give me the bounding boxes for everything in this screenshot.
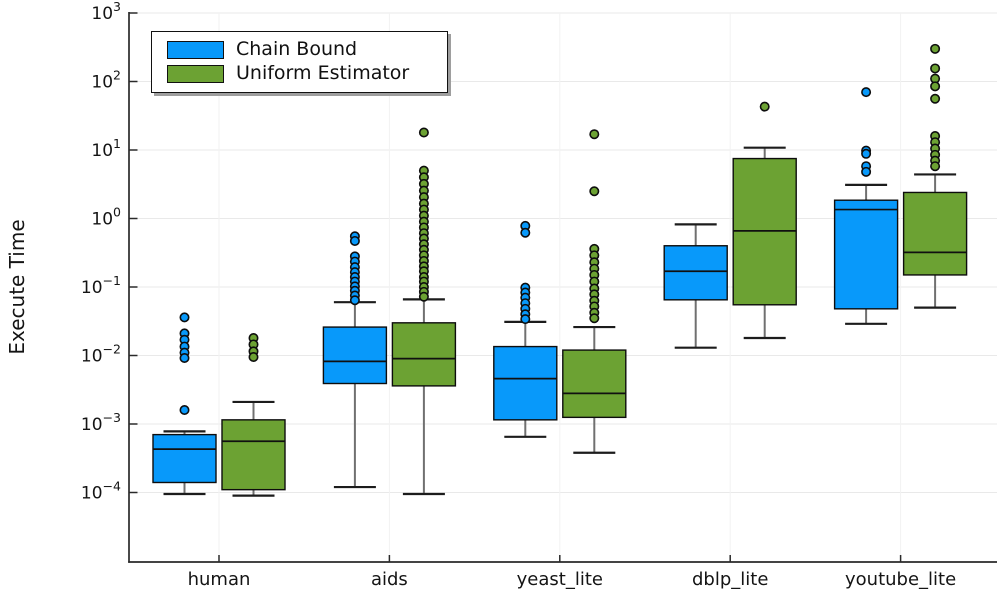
box-rect — [902, 191, 968, 276]
y-tick-label: 10−3 — [81, 410, 121, 435]
box-rect — [833, 199, 899, 310]
outlier-dot — [930, 63, 941, 74]
y-tick-label: 101 — [91, 136, 121, 161]
legend-label-uniform-estimator: Uniform Estimator — [236, 62, 410, 84]
box-group-uniform-estimator-human — [221, 333, 286, 497]
box-group-chain-bound-human — [152, 312, 217, 496]
legend-item-uniform-estimator: Uniform Estimator — [167, 64, 437, 83]
outlier-dot — [520, 314, 531, 325]
y-tick-label: 102 — [91, 68, 121, 93]
box-series-layer — [152, 43, 968, 497]
box-group-uniform-estimator-aids — [391, 127, 457, 496]
box-group-chain-bound-dblp_lite — [663, 223, 728, 349]
box-rect — [221, 419, 286, 491]
y-axis-title: Execute Time — [5, 219, 29, 354]
outlier-dot — [930, 43, 941, 54]
y-tick-label: 10−1 — [81, 273, 121, 298]
box-group-chain-bound-yeast_lite — [493, 220, 558, 438]
outlier-dot — [930, 81, 941, 92]
outlier-dot — [179, 312, 190, 323]
x-tick-label-youtube_lite: youtube_lite — [845, 569, 956, 590]
outlier-dot — [418, 291, 429, 302]
y-tick-label: 103 — [91, 0, 121, 24]
outlier-dot — [930, 93, 941, 104]
box-rect — [391, 322, 457, 387]
outlier-dot — [861, 87, 872, 98]
legend-swatch-chain-bound — [167, 40, 224, 59]
outlier-dot — [248, 352, 259, 363]
outlier-dot — [861, 148, 872, 159]
box-group-chain-bound-youtube_lite — [833, 87, 899, 325]
outlier-dot — [589, 129, 600, 140]
x-tick-label-dblp_lite: dblp_lite — [692, 569, 768, 590]
outlier-dot — [349, 295, 360, 306]
outlier-dot — [520, 227, 531, 238]
outlier-dot — [930, 161, 941, 172]
outlier-dot — [418, 127, 429, 138]
outlier-dot — [589, 313, 600, 324]
outlier-dot — [349, 235, 360, 246]
y-tick-label: 10−2 — [81, 342, 121, 367]
legend: Chain Bound Uniform Estimator — [151, 31, 448, 93]
x-tick-label-aids: aids — [371, 569, 408, 590]
box-rect — [562, 349, 627, 419]
box-rect — [663, 245, 728, 301]
axes-layer: 103 102 101 100 10−1 10−2 10−3 10−4 human aids yea… — [81, 0, 997, 590]
box-group-uniform-estimator-youtube_lite — [902, 43, 968, 309]
box-group-chain-bound-aids — [322, 231, 388, 489]
x-tick-label-yeast_lite: yeast_lite — [517, 569, 603, 590]
y-tick-label: 100 — [91, 205, 121, 230]
outlier-dot — [589, 186, 600, 197]
box-rect — [322, 326, 388, 385]
box-rect — [493, 345, 558, 421]
y-tick-label: 10−4 — [81, 479, 121, 504]
outlier-dot — [759, 101, 770, 112]
legend-item-chain-bound: Chain Bound — [167, 40, 437, 59]
x-tick-label-human: human — [188, 569, 251, 590]
outlier-dot — [179, 405, 190, 416]
box-group-uniform-estimator-yeast_lite — [562, 129, 627, 454]
box-rect — [152, 433, 217, 484]
outlier-dot — [179, 352, 190, 363]
legend-swatch-uniform-estimator — [167, 64, 224, 83]
box-group-uniform-estimator-dblp_lite — [732, 101, 797, 340]
outlier-dot — [861, 166, 872, 177]
legend-label-chain-bound: Chain Bound — [236, 38, 358, 60]
